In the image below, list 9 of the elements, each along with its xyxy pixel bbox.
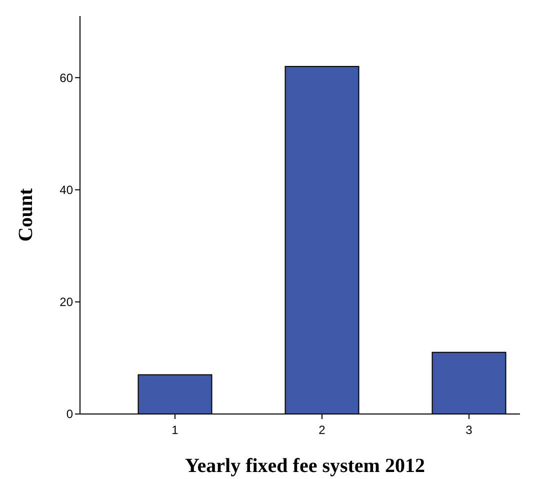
x-tick-label: 3 (466, 423, 473, 437)
x-axis-title: Yearly fixed fee system 2012 (185, 455, 425, 477)
y-tick-label: 40 (60, 182, 74, 197)
y-tick-label: 0 (66, 407, 74, 422)
y-tick-label: 60 (60, 70, 74, 85)
x-tick-label: 1 (172, 423, 179, 437)
y-axis-title: Count (15, 188, 37, 242)
y-tick-label: 20 (60, 295, 74, 310)
x-tick-label: 2 (318, 423, 326, 437)
